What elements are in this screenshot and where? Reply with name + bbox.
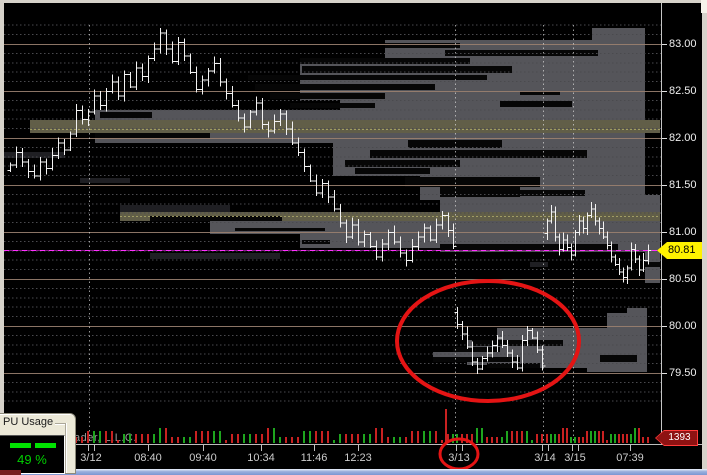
price-axis-label: 82.00 bbox=[669, 132, 697, 144]
time-axis-label: 10:34 bbox=[247, 452, 275, 464]
grid-lines bbox=[4, 24, 661, 402]
time-axis-tick bbox=[358, 445, 359, 451]
volume-bars bbox=[9, 409, 649, 443]
background-window-fragment bbox=[0, 470, 21, 475]
price-axis-tick bbox=[662, 232, 667, 233]
price-axis-label: 82.50 bbox=[669, 85, 697, 97]
time-axis-tick bbox=[148, 445, 149, 451]
time-axis-label: 3/12 bbox=[80, 452, 102, 464]
background-window-edge[interactable] bbox=[0, 469, 707, 475]
price-axis-tick bbox=[662, 326, 667, 327]
time-axis-tick bbox=[572, 445, 573, 451]
cpu-usage-value: 49 % bbox=[17, 452, 47, 467]
time-axis-tick bbox=[456, 445, 457, 451]
time-axis-label: 09:40 bbox=[189, 452, 217, 464]
cpu-led-bar bbox=[35, 443, 56, 448]
price-axis-label: 83.00 bbox=[669, 38, 697, 50]
window-border-top bbox=[0, 0, 707, 3]
time-axis-tick bbox=[203, 445, 204, 451]
price-axis-tick bbox=[662, 138, 667, 139]
price-axis-label: 79.50 bbox=[669, 367, 697, 379]
time-axis-label: 07:39 bbox=[616, 452, 644, 464]
last-volume-value: 1393 bbox=[656, 431, 697, 445]
time-axis-label: 12:23 bbox=[344, 452, 372, 464]
time-axis-label: 3/13 bbox=[448, 452, 470, 464]
price-axis-tick bbox=[662, 185, 667, 186]
cpu-meter-panel: 49 % bbox=[0, 435, 65, 474]
last-volume-badge: 1393 bbox=[655, 430, 698, 446]
time-axis-label: 11:46 bbox=[300, 452, 328, 464]
time-axis-tick bbox=[88, 445, 89, 451]
time-axis-label: 3/14 bbox=[534, 452, 556, 464]
window-scrollbar-edge[interactable] bbox=[702, 0, 707, 469]
price-axis-label: 81.00 bbox=[669, 226, 697, 238]
time-axis-tick bbox=[630, 445, 631, 451]
price-bars bbox=[7, 28, 652, 375]
price-axis-separator bbox=[661, 0, 662, 444]
price-axis-tick bbox=[662, 91, 667, 92]
time-axis-tick bbox=[261, 445, 262, 451]
last-price-badge: 80.81 bbox=[657, 242, 702, 259]
groupbox-border-right bbox=[65, 423, 66, 473]
price-axis-tick bbox=[662, 44, 667, 45]
last-price-value: 80.81 bbox=[668, 244, 696, 256]
price-axis-label: 80.50 bbox=[669, 273, 697, 285]
time-axis-tick bbox=[94, 445, 95, 451]
groupbox-border bbox=[49, 423, 67, 424]
volume-profile bbox=[0, 28, 660, 372]
window-border-left bbox=[0, 0, 4, 470]
time-axis-tick bbox=[578, 445, 579, 451]
time-axis-tick bbox=[542, 445, 543, 451]
price-axis-tick bbox=[662, 279, 667, 280]
time-axis-line bbox=[4, 444, 702, 445]
price-axis-tick bbox=[662, 373, 667, 374]
cpu-led-bar bbox=[10, 443, 31, 448]
price-axis-label: 80.00 bbox=[669, 320, 697, 332]
cpu-usage-window-title: PU Usage bbox=[1, 416, 56, 428]
cpu-usage-window[interactable]: PU Usage 49 % bbox=[0, 413, 76, 474]
time-axis-label: 3/15 bbox=[564, 452, 586, 464]
window-border-corner bbox=[701, 0, 707, 13]
time-axis-tick bbox=[548, 445, 549, 451]
time-axis-tick bbox=[314, 445, 315, 451]
price-axis-label: 81.50 bbox=[669, 179, 697, 191]
time-axis-tick bbox=[462, 445, 463, 451]
time-axis-label: 08:40 bbox=[134, 452, 162, 464]
